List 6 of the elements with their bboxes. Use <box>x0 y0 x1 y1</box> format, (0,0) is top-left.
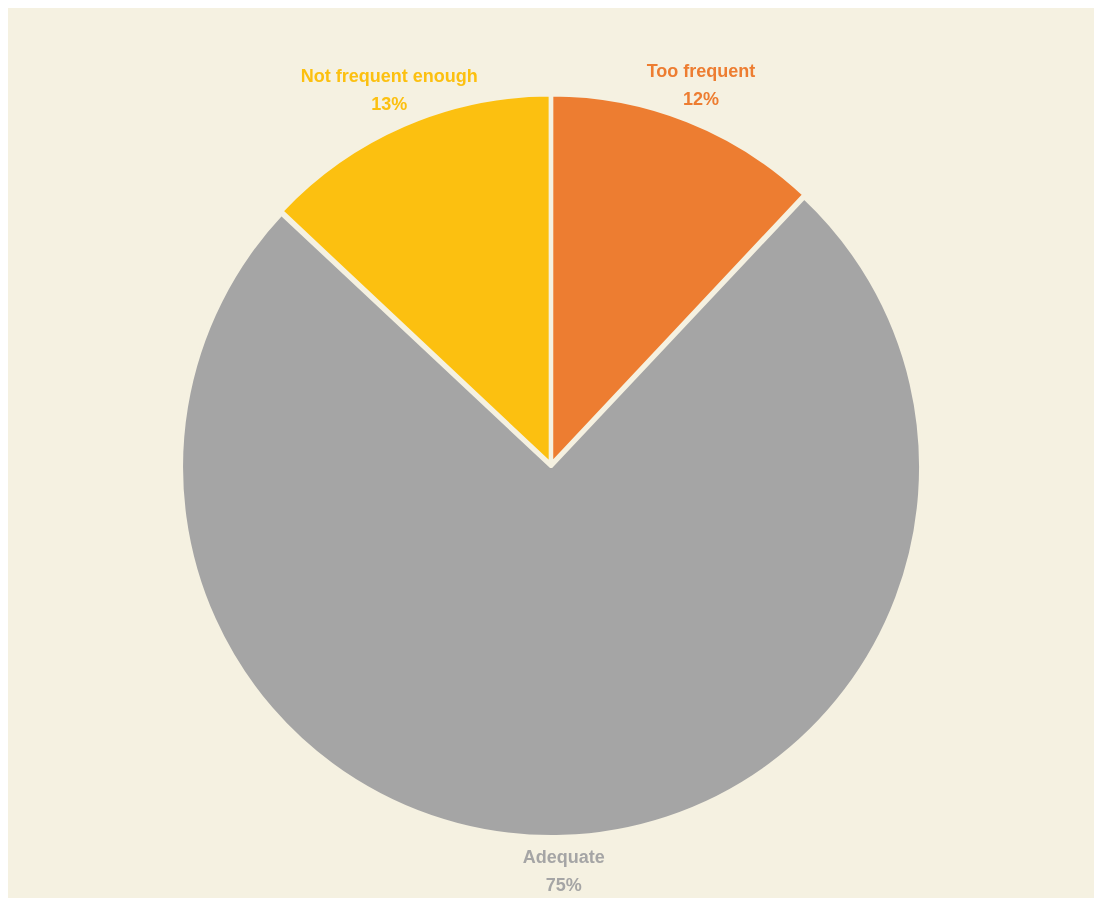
slice-label: Too frequent <box>646 61 756 82</box>
data-label: 12% <box>683 89 720 110</box>
slice-label: Adequate <box>522 847 605 868</box>
data-label: 75% <box>545 875 582 896</box>
slice-label: Not frequent enough <box>300 65 478 86</box>
data-label: 13% <box>371 93 408 114</box>
